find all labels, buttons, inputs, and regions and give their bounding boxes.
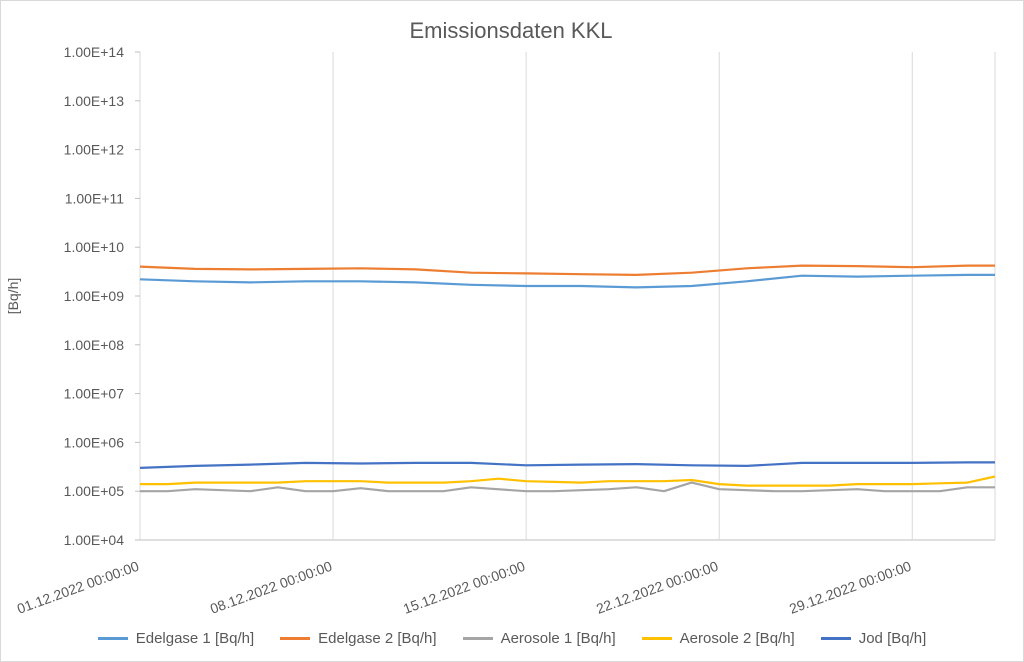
chart-legend: Edelgase 1 [Bq/h] Edelgase 2 [Bq/h] Aeroso… bbox=[0, 630, 1024, 647]
series-line-3 bbox=[140, 481, 995, 493]
legend-item: Aerosole 1 [Bq/h] bbox=[462, 630, 616, 647]
series-layer bbox=[139, 264, 996, 493]
y-tick-label: 1.00E+08 bbox=[64, 337, 125, 353]
legend-item: Aerosole 2 [Bq/h] bbox=[641, 630, 795, 647]
legend-swatch bbox=[820, 637, 851, 640]
x-tick-label: 01.12.2022 00:00:00 bbox=[15, 558, 141, 617]
y-tick-label: 1.00E+12 bbox=[64, 142, 125, 158]
y-tick-label: 1.00E+09 bbox=[64, 288, 125, 304]
series-line-2 bbox=[139, 264, 995, 276]
x-tick-label: 22.12.2022 00:00:00 bbox=[594, 558, 720, 617]
legend-label: Edelgase 2 [Bq/h] bbox=[318, 630, 437, 647]
legend-swatch bbox=[462, 637, 493, 640]
y-tick-label: 1.00E+13 bbox=[64, 93, 125, 109]
x-tick-label: 08.12.2022 00:00:00 bbox=[208, 558, 334, 617]
chart-title: Emissionsdaten KKL bbox=[410, 18, 613, 43]
y-tick-label: 1.00E+14 bbox=[64, 44, 125, 60]
y-tick-label: 1.00E+10 bbox=[64, 239, 125, 255]
series-line-1 bbox=[139, 273, 995, 289]
x-tick-label: 29.12.2022 00:00:00 bbox=[787, 558, 913, 617]
legend-label: Edelgase 1 [Bq/h] bbox=[135, 630, 255, 647]
x-tick-label: 15.12.2022 00:00:00 bbox=[401, 558, 527, 617]
y-axis: 1.00E+04 1.00E+05 1.00E+06 1.00E+07 1.00E+08… bbox=[64, 44, 140, 548]
y-tick-label: 1.00E+05 bbox=[64, 483, 125, 499]
legend-label: Aerosole 1 [Bq/h] bbox=[500, 630, 616, 647]
series-line-5 bbox=[139, 461, 995, 469]
legend-item: Edelgase 1 [Bq/h] bbox=[97, 630, 255, 647]
legend-swatch bbox=[97, 637, 128, 640]
y-tick-label: 1.00E+07 bbox=[64, 386, 125, 402]
x-axis: 01.12.2022 00:00:00 08.12.2022 00:00:00 15… bbox=[15, 52, 913, 617]
series-line-4 bbox=[140, 475, 996, 487]
grid-layer bbox=[139, 52, 996, 541]
legend-item: Edelgase 2 [Bq/h] bbox=[280, 630, 437, 647]
y-axis-label: [Bq/h] bbox=[5, 278, 21, 315]
legend-label: Jod [Bq/h] bbox=[858, 630, 927, 647]
y-tick-label: 1.00E+11 bbox=[65, 190, 125, 206]
legend-item: Jod [Bq/h] bbox=[820, 630, 927, 647]
y-tick-label: 1.00E+04 bbox=[64, 532, 125, 548]
legend-swatch bbox=[641, 637, 672, 640]
y-tick-label: 1.00E+06 bbox=[64, 434, 125, 450]
legend-swatch bbox=[280, 637, 311, 640]
legend-label: Aerosole 2 [Bq/h] bbox=[679, 630, 795, 647]
